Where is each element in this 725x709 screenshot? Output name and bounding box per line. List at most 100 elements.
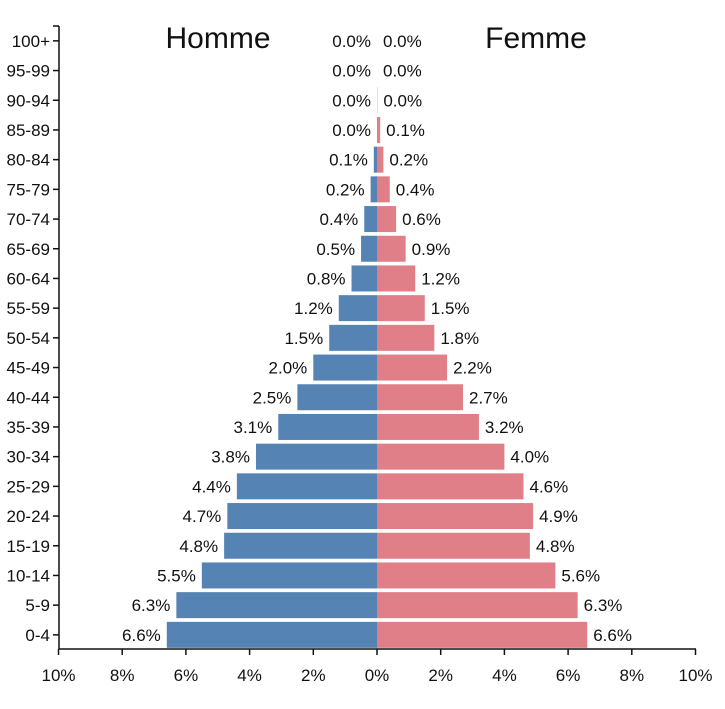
bar-homme-40-44 — [297, 384, 377, 411]
y-tick-label: 55-59 — [7, 299, 50, 318]
bar-homme-0-4 — [166, 621, 377, 648]
label-femme-60-64: 1.2% — [421, 269, 460, 288]
bar-femme-35-39 — [377, 413, 479, 440]
label-femme-45-49: 2.2% — [453, 359, 492, 378]
bar-homme-5-9 — [176, 592, 377, 619]
y-tick-label: 5-9 — [25, 596, 50, 615]
y-tick-label: 35-39 — [7, 418, 50, 437]
bar-homme-55-59 — [338, 295, 377, 322]
x-tick-label: 4% — [492, 666, 517, 685]
label-homme-95-99: 0.0% — [332, 62, 371, 81]
y-tick-label: 20-24 — [7, 507, 50, 526]
x-tick-label: 8% — [110, 666, 135, 685]
label-femme-40-44: 2.7% — [469, 388, 508, 407]
y-tick-label: 75-79 — [7, 180, 50, 199]
label-femme-100plus: 0.0% — [383, 32, 422, 51]
label-homme-55-59: 1.2% — [294, 299, 333, 318]
label-femme-20-24: 4.9% — [539, 507, 578, 526]
label-homme-60-64: 0.8% — [307, 269, 346, 288]
label-homme-15-19: 4.8% — [179, 537, 218, 556]
label-homme-90-94: 0.0% — [332, 91, 371, 110]
label-femme-70-74: 0.6% — [402, 210, 441, 229]
label-femme-80-84: 0.2% — [389, 151, 428, 170]
label-femme-90-94: 0.0% — [383, 91, 422, 110]
bar-homme-50-54 — [329, 324, 377, 351]
bar-homme-15-19 — [224, 532, 377, 559]
y-tick-label: 0-4 — [25, 626, 50, 645]
label-femme-30-34: 4.0% — [510, 448, 549, 467]
y-axis: 100+ 95-99 90-94 85-89 80-84 75-79 70-74 65-69 6… — [7, 25, 60, 649]
bar-homme-25-29 — [236, 473, 377, 500]
x-tick-label: 0% — [365, 666, 390, 685]
label-femme-50-54: 1.8% — [440, 329, 479, 348]
bar-homme-35-39 — [278, 413, 377, 440]
bar-homme-60-64 — [351, 265, 377, 292]
bar-homme-65-69 — [361, 235, 377, 262]
label-homme-35-39: 3.1% — [234, 418, 273, 437]
bar-femme-85-89 — [377, 116, 381, 143]
x-tick-label: 4% — [237, 666, 262, 685]
label-homme-80-84: 0.1% — [329, 151, 368, 170]
label-femme-15-19: 4.8% — [536, 537, 575, 556]
bar-homme-45-49 — [313, 354, 377, 381]
y-tick-label: 100+ — [12, 32, 50, 51]
y-tick-label: 70-74 — [7, 210, 50, 229]
label-homme-10-14: 5.5% — [157, 566, 196, 585]
bar-femme-0-4 — [377, 621, 588, 648]
y-tick-label: 80-84 — [7, 151, 50, 170]
label-femme-0-4: 6.6% — [593, 626, 632, 645]
bar-homme-70-74 — [364, 206, 377, 233]
label-femme-75-79: 0.4% — [396, 180, 435, 199]
bar-femme-20-24 — [377, 503, 534, 530]
label-homme-20-24: 4.7% — [183, 507, 222, 526]
homme-bars — [166, 146, 377, 648]
bar-femme-15-19 — [377, 532, 530, 559]
bar-femme-45-49 — [377, 354, 448, 381]
bar-femme-75-79 — [377, 176, 390, 203]
bar-homme-20-24 — [227, 503, 377, 530]
label-homme-65-69: 0.5% — [316, 240, 355, 259]
bar-femme-40-44 — [377, 384, 463, 411]
label-femme-10-14: 5.6% — [561, 566, 600, 585]
y-tick-label: 40-44 — [7, 388, 50, 407]
label-homme-70-74: 0.4% — [320, 210, 359, 229]
x-tick-label: 2% — [301, 666, 326, 685]
bar-femme-50-54 — [377, 324, 435, 351]
bar-femme-65-69 — [377, 235, 406, 262]
label-femme-35-39: 3.2% — [485, 418, 524, 437]
y-tick-label: 30-34 — [7, 448, 50, 467]
y-tick-label: 85-89 — [7, 121, 50, 140]
bar-homme-30-34 — [255, 443, 377, 470]
label-homme-50-54: 1.5% — [284, 329, 323, 348]
x-tick-label: 6% — [174, 666, 199, 685]
x-tick-label: 8% — [620, 666, 645, 685]
bar-femme-25-29 — [377, 473, 524, 500]
label-femme-55-59: 1.5% — [431, 299, 470, 318]
label-homme-40-44: 2.5% — [253, 388, 292, 407]
legend-homme: Homme — [165, 22, 270, 55]
data-labels: 0.0% 0.0% 0.0% 0.0% 0.0% 0.0% 0.0% 0.1% 0.1% 0.2%… — [122, 32, 632, 645]
x-tick-label: 2% — [428, 666, 453, 685]
y-tick-label: 25-29 — [7, 477, 50, 496]
bar-femme-5-9 — [377, 592, 578, 619]
bar-femme-80-84 — [377, 146, 384, 173]
bar-femme-60-64 — [377, 265, 416, 292]
label-femme-85-89: 0.1% — [386, 121, 425, 140]
y-tick-label: 65-69 — [7, 240, 50, 259]
bar-femme-55-59 — [377, 295, 425, 322]
x-tick-label: 10% — [41, 666, 75, 685]
x-axis: 10% 8% 6% 4% 2% 0% 2% 4% 6% 8% 10% — [41, 648, 713, 685]
y-tick-label: 15-19 — [7, 537, 50, 556]
label-femme-65-69: 0.9% — [412, 240, 451, 259]
y-tick-label: 10-14 — [7, 566, 50, 585]
label-homme-75-79: 0.2% — [326, 180, 365, 199]
bar-homme-10-14 — [201, 562, 377, 589]
label-homme-25-29: 4.4% — [192, 477, 231, 496]
bar-femme-10-14 — [377, 562, 556, 589]
label-homme-45-49: 2.0% — [269, 359, 308, 378]
label-femme-5-9: 6.3% — [584, 596, 623, 615]
bar-femme-30-34 — [377, 443, 505, 470]
y-tick-label: 90-94 — [7, 91, 50, 110]
label-femme-95-99: 0.0% — [383, 62, 422, 81]
